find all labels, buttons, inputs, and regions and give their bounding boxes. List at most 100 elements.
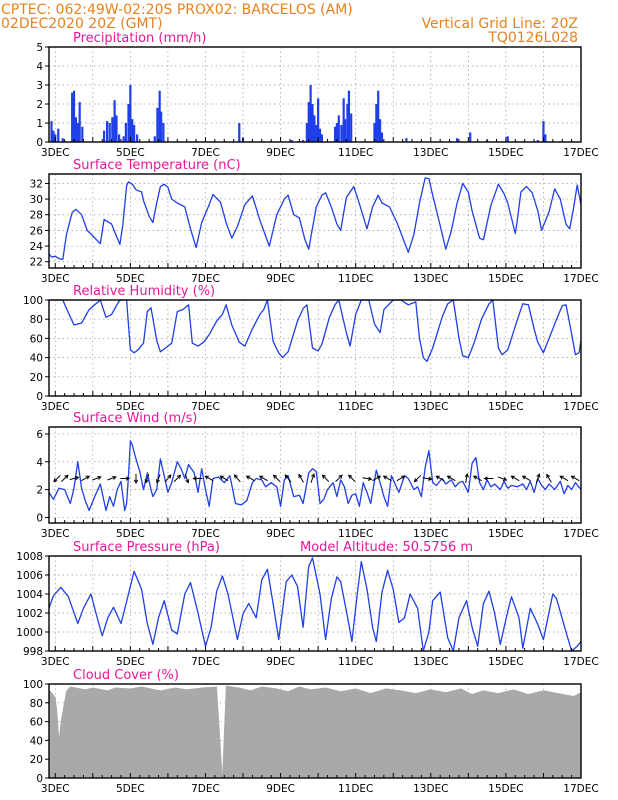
- wind-arrow-shaft: [145, 474, 150, 483]
- wind-arrow-head: [272, 474, 278, 479]
- precip-bar: [344, 119, 347, 142]
- panel-frame: [48, 426, 582, 524]
- wind-arrow-head: [53, 478, 58, 483]
- y-tick-label: 3: [36, 80, 43, 92]
- precip-bar: [335, 123, 339, 142]
- panel-frame: [48, 555, 582, 652]
- x-tick-label: 15DEC: [488, 783, 523, 795]
- wind-arrow: [546, 473, 552, 483]
- precip-bar: [405, 138, 408, 142]
- panel-1: Surface Temperature (nC) 22 24 26 28 30 32 3DEC…: [30, 158, 599, 285]
- wind-arrow-shaft: [348, 474, 356, 483]
- y-tick-label: 40: [30, 353, 43, 365]
- precip-bar: [118, 134, 121, 142]
- wind-arrow: [92, 475, 102, 481]
- precip-bar: [536, 140, 539, 142]
- y-tick-label: 5: [36, 42, 43, 54]
- precip-bar: [124, 123, 127, 142]
- y-tick-label: 0: [36, 137, 43, 149]
- precip-bar: [57, 128, 60, 142]
- series-line: [48, 299, 582, 363]
- wind-arrow-shaft: [383, 475, 392, 482]
- precip-bar: [131, 119, 134, 142]
- precip-bar: [311, 104, 314, 142]
- precip-bar: [50, 121, 53, 142]
- wind-arrow-head: [376, 475, 382, 480]
- precip-bar: [102, 130, 106, 142]
- y-tick-label: 2: [36, 99, 43, 111]
- wind-arrow-head: [311, 473, 316, 478]
- precip-bar: [373, 123, 376, 142]
- y-tick-label: 1006: [16, 570, 43, 582]
- x-tick-label: 15DEC: [488, 656, 523, 668]
- x-tick-label: 15DEC: [488, 528, 523, 540]
- x-tick-label: 13DEC: [413, 783, 448, 795]
- wind-arrow: [464, 473, 469, 483]
- precip-bar: [542, 121, 545, 142]
- precip-bar: [309, 85, 312, 142]
- x-tick-label: 9DEC: [266, 401, 295, 413]
- wind-arrow-head: [401, 475, 406, 480]
- wind-arrow-head: [298, 473, 303, 479]
- x-tick-label: 9DEC: [266, 656, 295, 668]
- precip-bar: [317, 98, 320, 142]
- precip-bar: [337, 115, 340, 142]
- x-tick-label: 5DEC: [116, 783, 145, 795]
- wind-arrow: [61, 474, 69, 483]
- y-tick-label: 60: [30, 717, 43, 729]
- y-tick-label: 1000: [16, 627, 43, 639]
- panel-title: Surface Pressure (hPa): [73, 540, 220, 555]
- wind-arrow-head: [483, 476, 488, 481]
- wind-arrow: [483, 476, 494, 481]
- wind-arrow-shaft: [571, 475, 580, 482]
- precip-bar: [305, 123, 308, 142]
- y-tick-label: 20: [30, 372, 43, 384]
- y-tick-label: 80: [30, 314, 43, 326]
- wind-arrow-head: [125, 476, 131, 481]
- y-tick-label: 4: [36, 61, 43, 73]
- y-tick-label: 20: [30, 754, 43, 766]
- panel-frame: [48, 299, 582, 397]
- x-tick-label: 5DEC: [116, 528, 145, 540]
- wind-arrow-head: [338, 474, 343, 479]
- wind-arrow: [321, 474, 330, 483]
- wind-arrow: [310, 473, 316, 483]
- wind-arrow-head: [348, 474, 353, 479]
- wind-arrow-shaft: [511, 475, 520, 482]
- precip-bar: [122, 136, 125, 142]
- wind-arrow: [233, 474, 241, 483]
- wind-arrow: [559, 475, 569, 482]
- precip-bar: [342, 98, 345, 142]
- wind-arrow: [120, 476, 131, 481]
- wind-arrow-head: [427, 476, 433, 481]
- wind-arrow-shaft: [473, 475, 482, 482]
- wind-arrow-head: [167, 474, 172, 479]
- wind-arrow-shaft: [414, 474, 422, 483]
- wind-arrow-shaft: [284, 474, 292, 483]
- precip-bar: [158, 90, 161, 142]
- panel-frame: [48, 683, 582, 779]
- wind-arrow-head: [97, 475, 102, 480]
- x-tick-label: 13DEC: [413, 528, 448, 540]
- precip-bar: [378, 119, 382, 142]
- wind-arrow-head: [133, 479, 139, 485]
- wind-arrow-head: [233, 474, 238, 479]
- y-tick-label: 26: [30, 225, 44, 237]
- wind-arrow: [245, 475, 255, 482]
- y-tick-label: 1002: [16, 608, 43, 620]
- y-tick-label: 30: [30, 194, 43, 206]
- header-date-line: 02DEC2020 20Z (GMT): [1, 16, 163, 32]
- panel-3: Surface Wind (m/s) 0 2 4 6 3DEC 5DEC 7DEC 9DEC 11…: [36, 411, 598, 540]
- cloud-cover-area: [48, 685, 582, 779]
- wind-arrow: [535, 473, 541, 483]
- wind-arrow: [133, 473, 139, 485]
- wind-arrow-shaft: [92, 476, 101, 481]
- panel-annotation: Model Altitude: 50.5756 m: [300, 540, 473, 555]
- panel-5: Cloud Cover (%) 0 20 40 60 80 100 3DEC 5DEC 7DEC 9…: [23, 668, 599, 795]
- wind-arrow-shaft: [465, 473, 468, 483]
- x-tick-label: 13DEC: [413, 401, 448, 413]
- y-tick-label: 60: [30, 333, 43, 345]
- precip-bar: [76, 123, 79, 142]
- x-tick-label: 11DEC: [338, 147, 373, 159]
